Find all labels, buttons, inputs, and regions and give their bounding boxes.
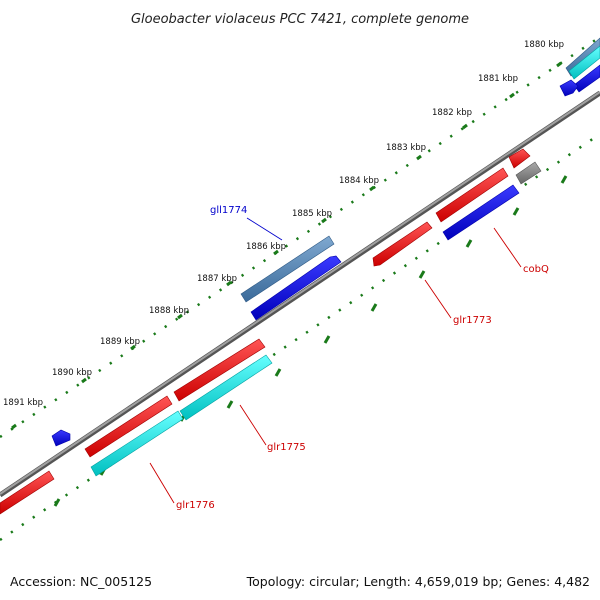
scale-label-1888: 1888 kbp (149, 306, 189, 316)
gene-forward-red-cobq[interactable] (435, 167, 509, 223)
outer-scale-ticks (0, 35, 600, 439)
gene-cobQ[interactable] (442, 184, 520, 241)
leader-glr1776 (149, 462, 175, 504)
major-tick (11, 423, 17, 430)
gene-forward-left-partial[interactable] (0, 470, 55, 515)
label-glr1773[interactable]: glr1773 (453, 315, 492, 326)
leader-glr1775 (239, 404, 267, 446)
major-tick (321, 217, 327, 224)
leader-gll1774 (246, 217, 283, 241)
accession-text: Accession: NC_005125 (10, 574, 152, 589)
scale-label-1890: 1890 kbp (52, 368, 92, 378)
gene-reverse-topright-4[interactable] (559, 79, 579, 97)
major-tick (556, 61, 562, 68)
gene-gll1774[interactable] (240, 235, 335, 303)
scale-label-1883: 1883 kbp (386, 143, 426, 153)
major-tick (416, 154, 422, 161)
gene-reverse-small[interactable] (51, 429, 71, 447)
forward-strand-genes (0, 148, 542, 515)
leader-cobQ (493, 227, 522, 268)
major-tick (512, 207, 520, 216)
map-title: Gloeobacter violaceus PCC 7421, complete… (131, 12, 469, 27)
major-tick (462, 123, 468, 130)
reverse-strand-genes (51, 37, 600, 447)
genome-summary-text: Topology: circular; Length: 4,659,019 bp… (246, 574, 590, 589)
scale-label-1887: 1887 kbp (197, 274, 237, 284)
major-tick (509, 92, 515, 99)
scale-label-1884: 1884 kbp (339, 176, 379, 186)
label-gll1774[interactable]: gll1774 (210, 205, 247, 216)
major-tick (177, 313, 183, 320)
gene-forward-small-red[interactable] (508, 148, 531, 169)
label-cobQ[interactable]: cobQ (523, 264, 549, 275)
major-tick (273, 249, 279, 256)
leader-glr1773 (424, 279, 452, 319)
gene-glr1773[interactable] (372, 221, 433, 267)
scale-label-1891: 1891 kbp (3, 398, 43, 408)
feature-gray[interactable] (515, 161, 542, 185)
major-tick (226, 280, 232, 287)
scale-label-1886: 1886 kbp (246, 242, 286, 252)
outer-minor-ticks (0, 35, 600, 439)
scale-label-1889: 1889 kbp (100, 337, 140, 347)
major-tick (53, 498, 61, 507)
gene-labels: gll1774 cobQ glr1773 glr1775 glr1776 (176, 205, 549, 511)
major-tick (369, 185, 375, 192)
major-tick (130, 344, 136, 351)
scale-label-1881: 1881 kbp (478, 74, 518, 84)
gene-glr1775[interactable] (179, 354, 273, 421)
major-tick (370, 303, 378, 312)
major-tick (560, 175, 568, 184)
scale-label-1882: 1882 kbp (432, 108, 472, 118)
major-tick (274, 368, 282, 377)
major-tick (226, 400, 234, 409)
gene-glr1776[interactable] (90, 410, 184, 477)
scale-labels: 1880 kbp 1881 kbp 1882 kbp 1883 kbp 1884… (3, 40, 564, 408)
gene-forward-red-1775[interactable] (173, 338, 266, 402)
major-tick (418, 270, 426, 279)
label-glr1776[interactable]: glr1776 (176, 500, 215, 511)
major-tick (465, 239, 473, 248)
gene-forward-red-1776[interactable] (84, 395, 173, 458)
label-leaders (149, 217, 522, 504)
major-tick (81, 377, 87, 384)
gene-reverse-topright-2[interactable] (568, 45, 600, 80)
scale-label-1885: 1885 kbp (292, 209, 332, 219)
genome-backbone (0, 90, 600, 498)
major-tick (323, 335, 331, 344)
gene-reverse-cds[interactable] (250, 255, 342, 321)
scale-label-1880: 1880 kbp (524, 40, 564, 50)
gene-reverse-topright-3[interactable] (573, 64, 600, 93)
label-glr1775[interactable]: glr1775 (267, 442, 306, 453)
